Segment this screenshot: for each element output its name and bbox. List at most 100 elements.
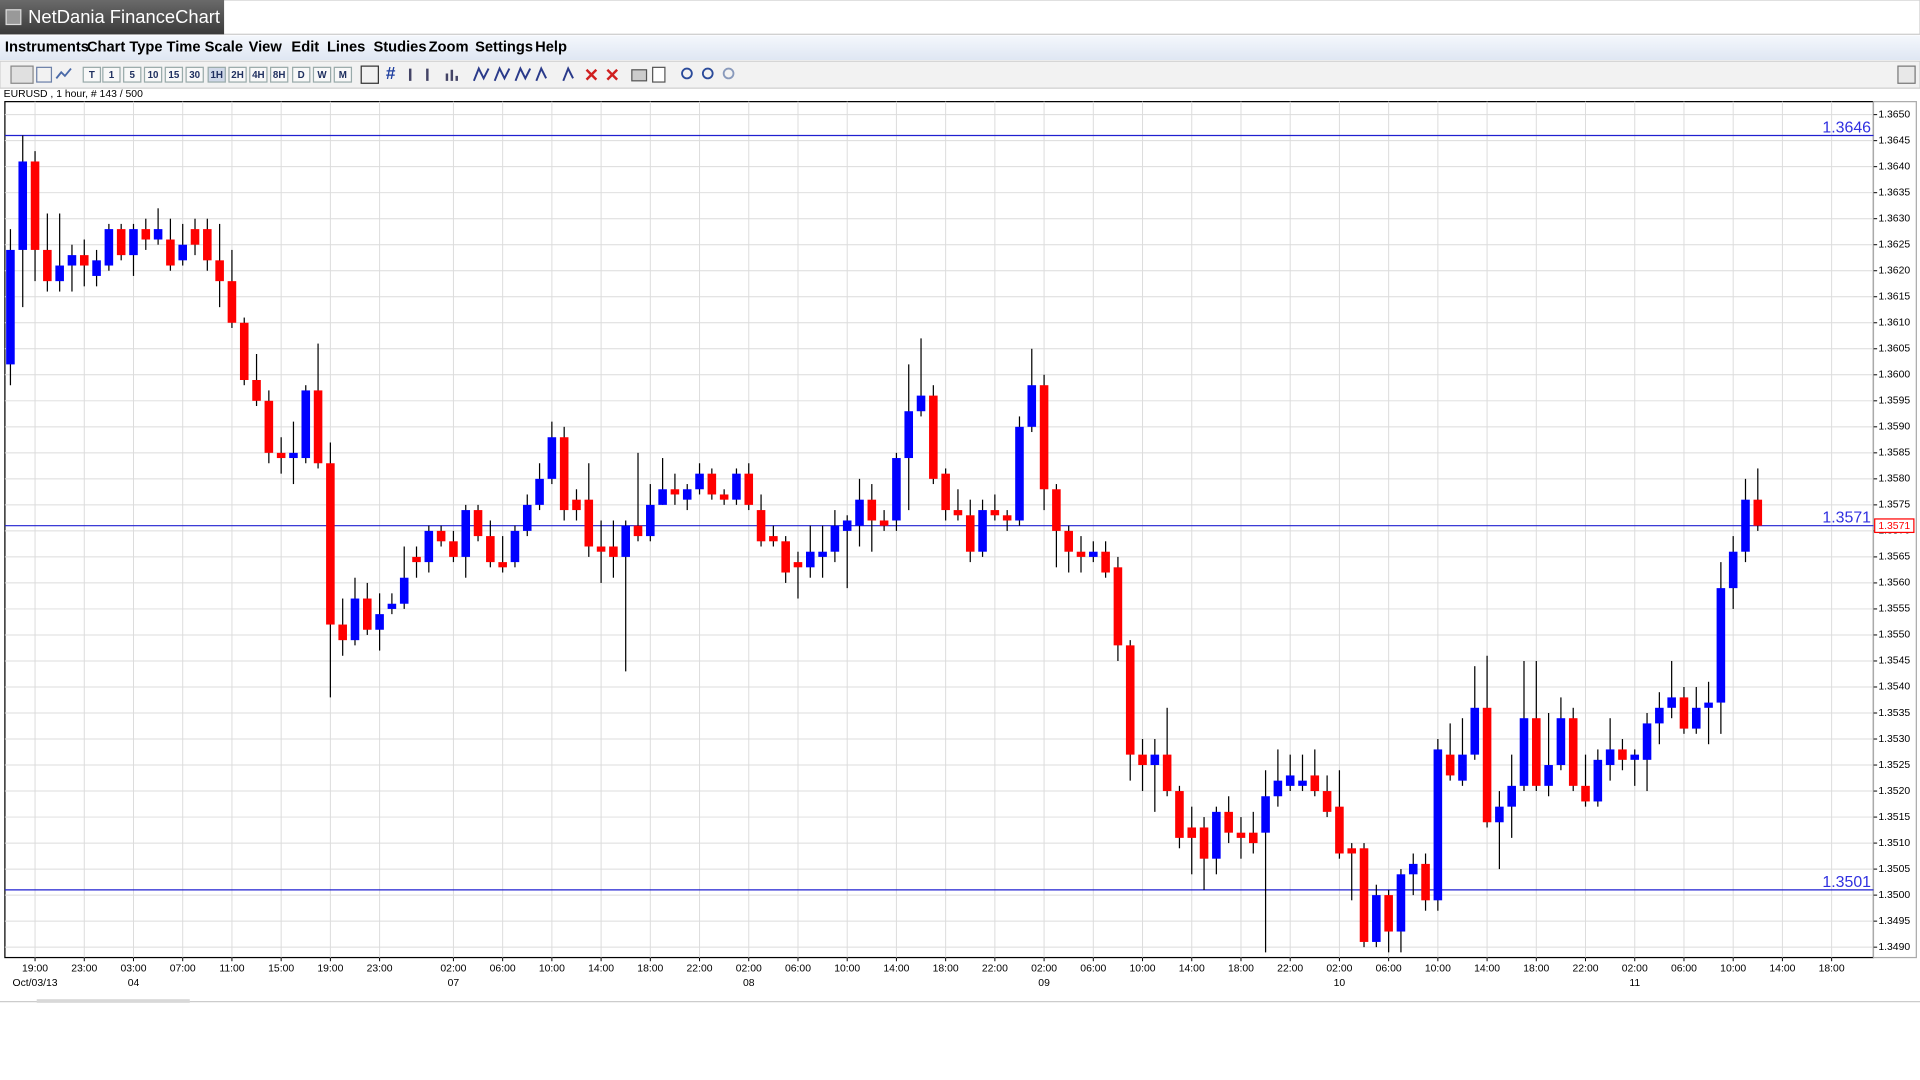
y-tick-label: 1.3650 <box>1878 109 1910 120</box>
toolbar-button-label[interactable]: 5 <box>130 70 136 81</box>
icon[interactable] <box>55 67 72 79</box>
toolbar-button[interactable] <box>82 66 102 83</box>
y-tick-label: 1.3640 <box>1878 161 1910 172</box>
candle-body <box>1470 707 1480 755</box>
candle-body <box>215 260 224 282</box>
x-tick-label: 22:00 <box>1277 963 1303 974</box>
toolbar-button-label[interactable]: 30 <box>189 70 200 81</box>
candle-body <box>805 551 815 568</box>
toolbar-button-label[interactable]: 8H <box>273 70 286 81</box>
menu-item[interactable]: Time Scale <box>167 40 243 56</box>
candle-body <box>1162 754 1172 792</box>
candle-body <box>1224 811 1233 833</box>
menu-item[interactable]: Edit <box>291 40 319 56</box>
toolbar-button[interactable] <box>270 66 289 83</box>
toolbar-button[interactable] <box>207 66 226 83</box>
icon[interactable] <box>472 66 547 82</box>
menu-item[interactable]: Help <box>535 40 567 56</box>
toolbar-button[interactable] <box>249 66 268 83</box>
candle-body <box>1002 515 1012 521</box>
candle-body <box>67 255 77 266</box>
candle-body <box>1421 863 1430 901</box>
candle-body <box>756 510 766 542</box>
candle-body <box>1372 895 1381 942</box>
toolbar-button[interactable] <box>185 66 204 83</box>
toolbar-button[interactable] <box>312 66 332 83</box>
candle-body <box>1679 697 1689 729</box>
menu-item[interactable]: Lines <box>327 40 365 56</box>
y-tick-label: 1.3495 <box>1878 916 1910 927</box>
toolbar-button-label[interactable]: 1H <box>210 70 223 81</box>
candle-body <box>1618 749 1627 760</box>
candle-body <box>1642 723 1652 760</box>
toolbar-button-label[interactable]: 10 <box>148 70 159 81</box>
icon[interactable] <box>1897 65 1916 84</box>
candle-body <box>1248 832 1258 844</box>
candle-body <box>264 400 274 453</box>
last-price-tag <box>1874 518 1915 534</box>
candle-body <box>461 510 471 557</box>
toolbar-button-label[interactable]: 2H <box>231 70 244 81</box>
icon[interactable] <box>652 66 666 83</box>
y-tick-label: 1.3490 <box>1878 942 1910 953</box>
icon[interactable] <box>10 65 34 84</box>
toolbar-button[interactable] <box>123 66 142 83</box>
menu-item[interactable]: Settings <box>475 40 533 56</box>
candle-body <box>1630 754 1640 760</box>
toolbar-button-label[interactable]: 15 <box>168 70 179 81</box>
toolbar-button-label[interactable]: M <box>339 70 347 81</box>
x-tick-label: 22:00 <box>687 963 713 974</box>
candle-body <box>1655 707 1664 724</box>
candle-body <box>252 380 261 401</box>
candle-body <box>1691 707 1701 729</box>
toolbar-button-label[interactable]: W <box>317 70 327 81</box>
menu-item[interactable]: Chart Type <box>87 40 163 56</box>
toolbar-button-label[interactable]: D <box>298 70 305 81</box>
icon[interactable]: # <box>386 63 396 83</box>
x-date-label: 11 <box>1629 978 1640 989</box>
toolbar-button[interactable] <box>333 66 353 83</box>
candle-body <box>1396 874 1406 932</box>
x-date-label: Oct/03/13 <box>13 978 58 989</box>
candle-body <box>1519 718 1529 786</box>
menu-item[interactable]: Zoom <box>429 40 469 56</box>
icon[interactable] <box>360 65 379 84</box>
menu-item[interactable]: View <box>249 40 283 56</box>
icon[interactable] <box>631 69 648 82</box>
toolbar-button-label[interactable]: T <box>89 70 95 81</box>
toolbar-button[interactable] <box>164 66 184 83</box>
scroll-thumb[interactable] <box>36 999 190 1003</box>
toolbar-button[interactable] <box>228 66 247 83</box>
x-tick-label: 23:00 <box>71 963 97 974</box>
candle-body <box>1335 806 1344 854</box>
candle-body <box>1605 749 1615 766</box>
candle-body <box>1039 385 1049 490</box>
menu-item[interactable]: Studies <box>373 40 426 56</box>
candle-body <box>141 229 151 240</box>
icon[interactable] <box>408 68 458 81</box>
icon[interactable] <box>681 67 693 80</box>
candle-body <box>363 598 372 630</box>
toolbar-button[interactable] <box>143 66 163 83</box>
candle-body <box>1101 551 1110 573</box>
plot-area <box>4 101 1875 959</box>
icon[interactable] <box>722 67 735 80</box>
candle-body <box>1741 499 1750 552</box>
x-tick-label: 06:00 <box>785 963 811 974</box>
toolbar-button[interactable] <box>292 66 311 83</box>
candle-body <box>43 249 52 282</box>
icon[interactable] <box>562 66 574 82</box>
menu-item[interactable]: Instruments <box>5 40 89 56</box>
x-tick-label: 23:00 <box>367 963 393 974</box>
y-tick-label: 1.3635 <box>1878 187 1910 198</box>
icon[interactable] <box>36 66 53 83</box>
toolbar-button-label[interactable]: 1 <box>109 70 115 81</box>
candle-body <box>1532 718 1541 786</box>
icon[interactable] <box>701 67 714 80</box>
x-tick-label: 15:00 <box>268 963 294 974</box>
x-tick-label: 02:00 <box>440 963 466 974</box>
candle-body <box>473 510 483 537</box>
toolbar-button[interactable] <box>102 66 121 83</box>
toolbar-button-label[interactable]: 4H <box>252 70 265 81</box>
icon[interactable] <box>585 68 619 81</box>
